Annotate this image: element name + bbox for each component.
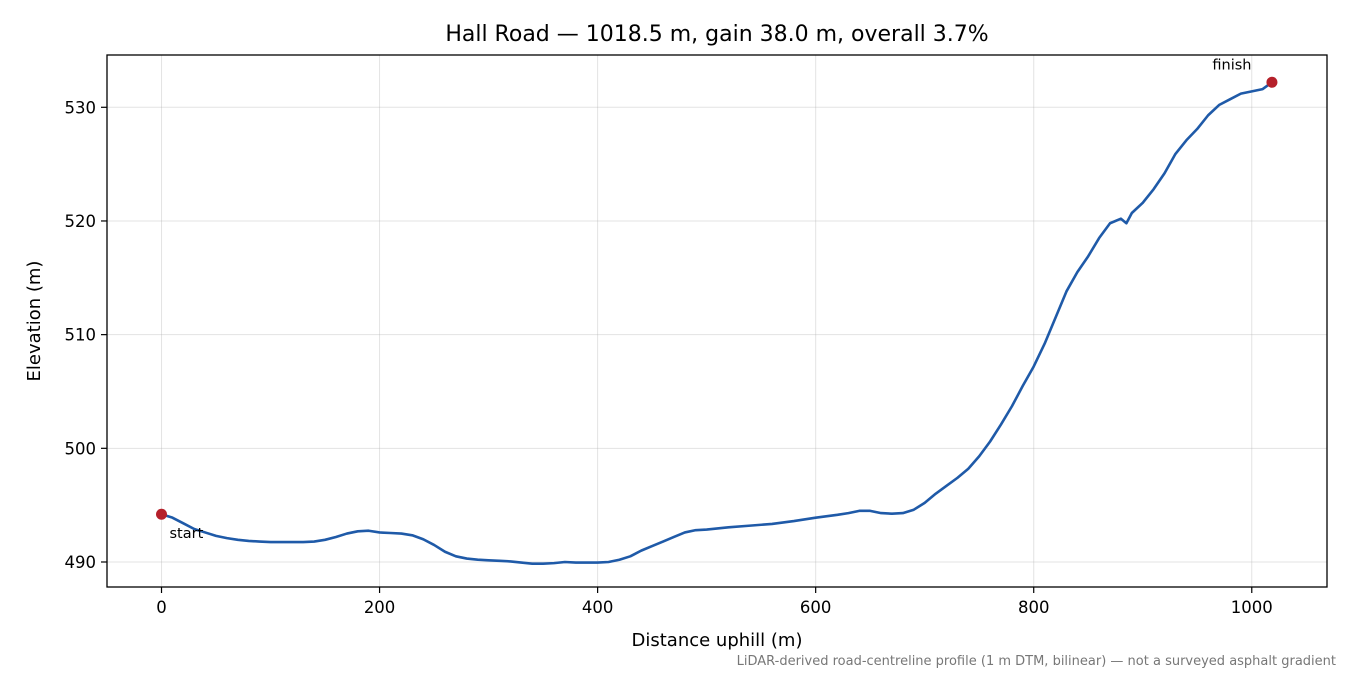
finish-annotation: finish [1212, 57, 1251, 73]
finish-marker [1266, 76, 1278, 88]
annotations: start finish [170, 57, 1252, 542]
start-marker [156, 508, 168, 520]
elevation-profile-line [160, 80, 1274, 565]
y-tick-label: 490 [65, 553, 97, 572]
y-axis-label: Elevation (m) [24, 261, 45, 382]
x-tick-label: 0 [156, 598, 167, 617]
y-tick-label: 530 [65, 98, 97, 117]
x-tick-label: 800 [1018, 598, 1050, 617]
y-tick-label: 520 [65, 212, 97, 231]
plot-area-frame [106, 54, 1328, 588]
x-axis-label: Distance uphill (m) [632, 630, 803, 651]
y-tick-label: 500 [65, 439, 97, 458]
endpoint-markers [156, 76, 1278, 520]
x-tick-label: 400 [582, 598, 614, 617]
x-tick-label: 200 [364, 598, 396, 617]
chart-title: Hall Road — 1018.5 m, gain 38.0 m, overa… [445, 22, 988, 47]
x-tick-label: 1000 [1231, 598, 1273, 617]
y-tick-label: 510 [65, 326, 97, 345]
x-axis: 0 200 400 600 800 1000 [156, 587, 1273, 617]
footnote: LiDAR-derived road-centreline profile (1… [737, 654, 1336, 669]
y-axis: 490 500 510 520 530 [65, 98, 107, 572]
x-tick-label: 600 [800, 598, 832, 617]
grid [107, 55, 1327, 587]
start-annotation: start [170, 526, 204, 542]
